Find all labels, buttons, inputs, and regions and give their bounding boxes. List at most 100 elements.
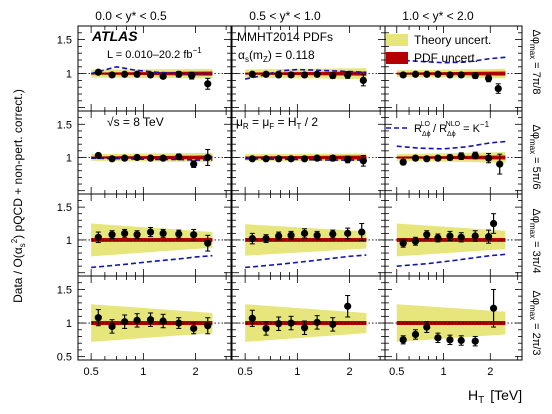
panel-r3c0: 1.5 1 0.5 0.5 1 2 [57,275,232,378]
legend-theory-swatch [386,34,408,46]
data-point [159,317,167,325]
panel-r1c2-plot [385,140,522,175]
nlo-ratio-line [91,157,213,161]
y-tick-label: 1.5 [57,284,72,296]
data-point [287,319,295,327]
data-point [159,229,167,237]
panel-r2c2 [384,193,523,277]
x-tick-label: 2 [487,366,493,378]
nlo-ratio-line [90,65,213,75]
data-point [471,151,479,160]
nlo-ratio-line [245,254,367,269]
panel-r1c1-plot [232,153,385,167]
panel-r1c0: 1.51 [57,110,232,195]
data-point [146,71,155,79]
x-tick-label: 0.5 [389,366,404,378]
data-point [204,80,212,88]
data-point [411,330,420,339]
data-point [133,231,141,239]
panel-r3c2: 0.5 1 2 [384,275,523,378]
data-point [175,319,183,327]
data-point [471,337,479,345]
y-tick-label: 0.5 [57,352,72,364]
data-point [329,320,337,328]
data-point [146,316,155,324]
y-tick-label: 1 [66,235,72,247]
data-point [108,71,116,79]
data-point [94,151,102,160]
data-point [188,72,196,80]
data-point [344,229,352,237]
data-point [423,155,431,163]
data-point [275,155,283,163]
y-axis-label: Data / O(αs2) pQCD + non-pert. correct.) [10,89,27,303]
data-point [489,304,498,312]
data-point [434,70,442,78]
panel-r2c0-plot [78,223,231,269]
legend-theory-label: Theory uncert. [414,33,491,47]
data-point [262,235,270,243]
data-point [344,302,352,310]
nlo-ratio-line [244,68,367,80]
data-point [300,155,309,163]
data-point [471,232,479,240]
x-axis-label: HT [TeV] [468,387,522,406]
scale-label: μR = μF = HT / 2 [236,115,318,131]
data-point [313,70,321,78]
y-tick-label: 1.5 [57,119,72,131]
panel-r3c2-plot [385,288,522,347]
legend-pdf-label: PDF uncert. [414,51,478,65]
data-point [175,70,183,78]
data-point [146,154,155,162]
data-point [489,219,498,228]
data-point [434,334,442,342]
data-point [399,239,407,247]
data-point [275,71,283,79]
data-point [248,314,256,322]
data-point [300,324,309,332]
data-point [358,228,366,236]
data-point [344,155,352,164]
pdf-band [396,237,506,242]
atlas-label: ATLAS [91,28,138,44]
legend-pdf-swatch [386,52,408,64]
data-point [262,70,270,78]
data-point [313,231,321,239]
data-point [204,322,212,330]
data-point [484,74,493,82]
sqrts-label: √s = 8 TeV [107,115,164,129]
panel-r0c0: 1.51 [57,25,232,112]
panel-frame [384,275,523,361]
panel-grid: 1.511.511.511.510.50.5 1 2 0.5 1 2 0.5 1 2 [57,25,523,378]
data-point [496,160,504,168]
data-point [423,70,431,78]
data-point [446,232,454,240]
data-point [329,230,337,238]
data-point [423,323,431,331]
data-point [446,336,454,344]
data-point [133,316,141,324]
data-point [434,234,442,242]
data-point [329,154,337,162]
data-point [121,229,129,237]
data-point [175,230,183,238]
data-point [204,239,212,247]
data-point [423,231,431,239]
y-tick-label: 1.5 [57,202,72,214]
data-point [159,72,167,80]
panel-r0c1 [231,25,386,112]
data-point [275,232,283,240]
x-tick-label: 1 [140,366,146,378]
nlo-ratio-line [91,254,213,269]
data-point [94,314,102,322]
data-point [133,70,141,78]
data-point [159,154,167,162]
data-point [94,233,102,241]
data-point [108,231,116,239]
data-point [108,322,116,330]
nlo-ratio-line [396,56,506,64]
data-point [108,155,116,163]
data-point [446,153,454,162]
x-tick-label: 0.5 [83,366,98,378]
